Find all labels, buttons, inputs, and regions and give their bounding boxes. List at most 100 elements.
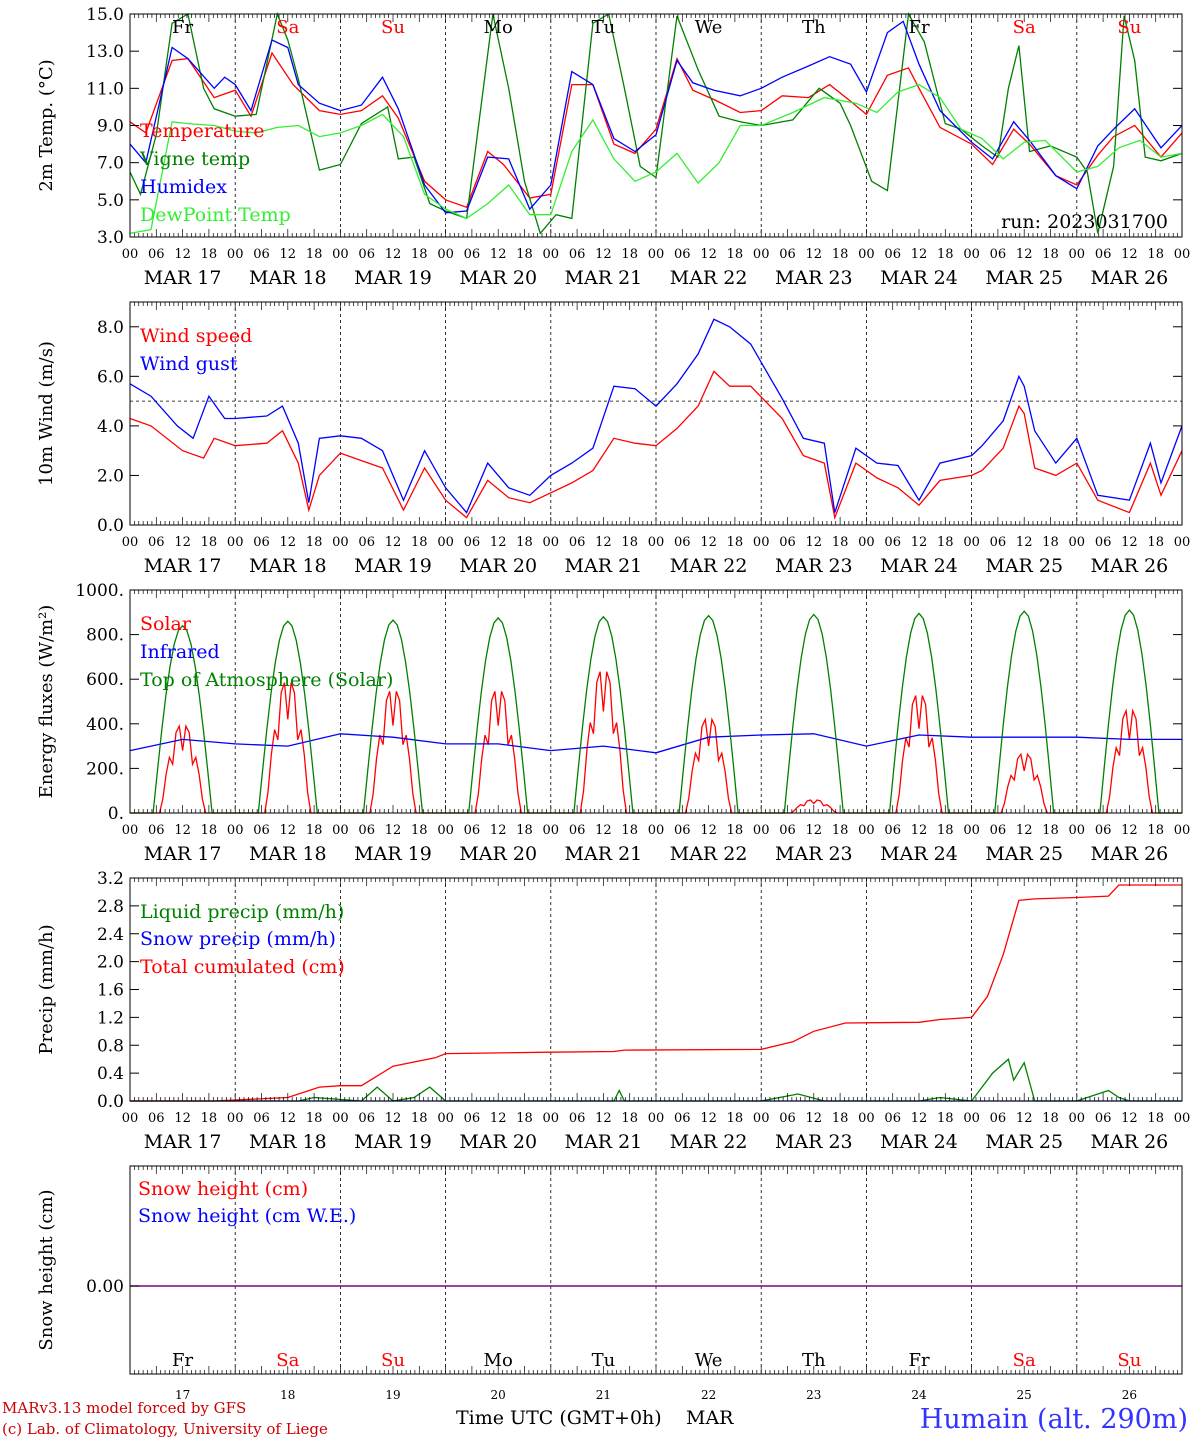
hour-tick-label: 12 [911,823,928,838]
day-number: 19 [385,1388,400,1402]
hour-tick-label: 12 [174,535,191,550]
hour-tick-label: 06 [990,535,1007,550]
legend-entry: Wind gust [140,353,238,375]
hour-tick-label: 12 [174,823,191,838]
hour-tick-label: 12 [595,823,612,838]
hour-tick-label: 12 [1121,823,1138,838]
hour-tick-label: 18 [832,1111,849,1126]
y-axis-title: Precip (mm/h) [36,924,57,1054]
day-label: MAR 26 [1091,555,1169,577]
hour-tick-label: 18 [201,1111,218,1126]
hour-tick-label: 00 [122,247,139,262]
day-label: MAR 26 [1091,843,1169,865]
y-tick-label: 13.0 [86,42,124,62]
hour-tick-label: 18 [306,247,323,262]
hour-tick-label: 18 [727,823,744,838]
day-label: MAR 22 [670,267,748,289]
hour-tick-label: 00 [858,535,875,550]
y-tick-label: 6.0 [97,367,124,387]
weekday-label: Sa [1013,17,1036,38]
hour-tick-label: 12 [385,1111,402,1126]
y-axis-title: 2m Temp. (°C) [36,59,57,191]
hour-tick-label: 06 [990,1111,1007,1126]
y-tick-label: 1.2 [97,1008,124,1028]
weekday-label: Su [1117,1350,1141,1371]
y-tick-label: 7.0 [97,154,124,174]
hour-tick-label: 06 [779,823,796,838]
hour-tick-label: 18 [832,823,849,838]
hour-tick-label: 12 [1016,535,1033,550]
hour-tick-label: 00 [1069,535,1086,550]
y-tick-label: 5.0 [97,191,124,211]
hour-tick-label: 12 [595,1111,612,1126]
hour-tick-label: 00 [648,535,665,550]
hour-tick-label: 00 [227,247,244,262]
hour-tick-label: 12 [700,535,717,550]
day-label: MAR 26 [1091,267,1169,289]
hour-tick-label: 12 [280,823,297,838]
y-tick-label: 3.2 [97,869,124,889]
legend-entry: Liquid precip (mm/h) [140,901,344,923]
hour-tick-label: 00 [963,1111,980,1126]
legend-entry: Humidex [140,176,227,198]
day-label: MAR 20 [459,267,537,289]
hour-tick-label: 18 [1042,535,1059,550]
day-label: MAR 23 [775,267,853,289]
hour-tick-label: 00 [437,247,454,262]
day-label: MAR 21 [565,843,643,865]
day-number: 24 [911,1388,927,1402]
hour-tick-label: 18 [621,535,638,550]
legend-entry: Infrared [140,641,220,663]
hour-tick-label: 18 [306,823,323,838]
weekday-label: Sa [276,17,299,38]
hour-tick-label: 00 [753,535,770,550]
hour-tick-label: 06 [569,823,586,838]
weekday-label: Th [802,1350,826,1371]
hour-tick-label: 18 [516,247,533,262]
hour-tick-label: 12 [911,1111,928,1126]
day-label: MAR 23 [775,555,853,577]
day-label: MAR 23 [775,1131,853,1153]
hour-tick-label: 12 [1121,247,1138,262]
weekday-label: Fr [908,1350,929,1371]
day-label: MAR 17 [144,843,222,865]
series-line-wind-gust [129,318,1183,514]
legend-entry: Total cumulated (cm) [140,956,345,978]
hour-tick-label: 06 [1095,247,1112,262]
legend-entry: Wind speed [140,325,252,347]
day-label: MAR 24 [880,555,958,577]
weekday-label: Sa [276,1350,299,1371]
weekday-label: We [695,1350,723,1371]
hour-tick-label: 00 [543,535,560,550]
hour-tick-label: 12 [490,1111,507,1126]
day-number: 23 [806,1388,821,1402]
hour-tick-label: 00 [648,1111,665,1126]
hour-tick-label: 00 [122,1111,139,1126]
hour-tick-label: 00 [648,823,665,838]
hour-tick-label: 12 [806,823,823,838]
hour-tick-label: 18 [727,535,744,550]
y-tick-label: 1000. [75,581,124,601]
hour-tick-label: 12 [385,247,402,262]
hour-tick-label: 00 [543,247,560,262]
hour-tick-label: 12 [174,247,191,262]
hour-tick-label: 06 [779,535,796,550]
hour-tick-label: 18 [1147,247,1164,262]
hour-tick-label: 18 [832,535,849,550]
hour-tick-label: 12 [595,535,612,550]
hour-tick-label: 00 [227,823,244,838]
weekday-label: Fr [172,17,193,38]
hour-tick-label: 00 [858,1111,875,1126]
y-tick-label: 200. [86,759,124,779]
hour-tick-label: 18 [1042,1111,1059,1126]
hour-tick-label: 12 [490,247,507,262]
hour-tick-label: 12 [490,823,507,838]
day-label: MAR 26 [1091,1131,1169,1153]
hour-tick-label: 12 [1121,535,1138,550]
day-label: MAR 20 [459,843,537,865]
hour-tick-label: 00 [332,1111,349,1126]
y-axis-title: Snow height (cm) [36,1189,57,1350]
hour-tick-label: 12 [595,247,612,262]
hour-tick-label: 00 [1174,823,1191,838]
